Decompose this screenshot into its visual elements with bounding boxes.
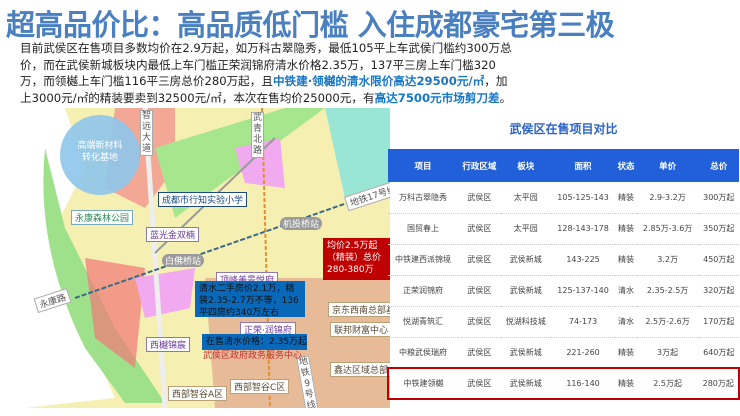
table-cell: 精装 [615, 244, 637, 276]
table-cell: 武侯区 [458, 182, 501, 214]
column-header: 状态 [615, 149, 637, 182]
table-cell: 武侯区 [458, 275, 501, 307]
column-header: 板块 [500, 149, 551, 182]
table-cell: 正荣润锦府 [388, 275, 459, 307]
highlight-text: 高达7500元市场剪刀差 [374, 90, 500, 105]
price-note-blue: 清水二手房价2.1万，精装2.35-2.7万不等，136平四房约340万左右 [195, 281, 305, 318]
table-cell: 3万起 [636, 337, 699, 369]
table-cell: 悦湖青筑汇 [388, 306, 459, 338]
table-row: 中粮武侯瑞府 武侯区 武侯新城 221-260 精装 3万起 640万起 [388, 337, 739, 369]
poi-label: 蓝光金双楠 [146, 227, 200, 242]
table-cell: 国贸春上 [388, 213, 459, 245]
table-row: 国贸春上 武侯区 太平园 128-143-178 精装 2.85万-3.6万 350万起 [388, 213, 739, 245]
text: 。 [499, 90, 512, 105]
intro-paragraph: 目前武侯区在售项目多数均价在2.9万起，如万科古翠隐秀，最低105平上车武侯门槛… [20, 40, 515, 106]
column-header: 行政区域 [458, 149, 501, 182]
circle-label: 高端新材料转化基地 [77, 141, 123, 163]
table-cell: 280万起 [698, 367, 740, 400]
table-cell: 清水 [615, 275, 637, 307]
poi-label: 西部智谷A区 [168, 386, 228, 401]
road-label: 智远大道 [140, 110, 153, 156]
area-map: 高端新材料转化基地 智远大道 武青北路 地铁17号线 永康路 地铁9号线 机投桥… [25, 108, 390, 408]
table-cell: 精装 [615, 182, 637, 214]
table-row: 正荣润锦府 武侯区 武侯新城 125-137-140 清水 2.35-2.5万 320万起 [388, 275, 739, 307]
table-row: 中铁建西派锦境 武侯区 武侯新城 143-225 精装 3.2万 450万起 [388, 244, 739, 276]
table-cell: 武侯区 [458, 337, 501, 369]
table-cell: 武侯新城 [500, 275, 551, 307]
gov-label: 武侯区政府政务服务中心 [203, 351, 303, 361]
station-label: 白佛桥站 [162, 254, 205, 267]
table-cell: 武侯新城 [500, 337, 551, 369]
table-cell: 中粮武侯瑞府 [388, 337, 459, 369]
table-row: 中铁建领樾 武侯区 武侯新城 116-140 精装 2.5万起 280万起 [386, 367, 740, 400]
table-cell: 中铁建领樾 [386, 367, 459, 400]
table-cell: 武侯区 [458, 244, 501, 276]
table-cell: 143-225 [550, 244, 616, 276]
column-header: 项目 [388, 149, 459, 182]
table-cell: 精装 [615, 367, 637, 400]
table-cell: 125-137-140 [550, 275, 616, 307]
road-label: 武青北路 [251, 112, 264, 158]
table-cell: 640万起 [698, 337, 739, 369]
text: 目前武侯区在售项目多数均价在2.9万起，如万科古翠隐秀，最低105平上车武侯门槛… [20, 41, 512, 88]
column-header: 单价 [636, 149, 699, 182]
project-comparison-table: 项目 行政区域 板块 面积 状态 单价 总价 万科古翠隐秀 武侯区 太平园 105-125-143… [386, 149, 740, 400]
table-cell: 武侯新城 [500, 367, 551, 400]
poi-label: 京东西南总部基地 [328, 302, 390, 317]
highlight-text: 中铁建·领樾的清水限价高达29500元/㎡ [272, 74, 485, 88]
table-cell: 2.35-2.5万 [636, 275, 699, 307]
table-cell: 74-173 [550, 306, 616, 338]
table-cell: 精装 [615, 337, 637, 369]
price-note-blue: 在售清水价格：2.35万起 [202, 334, 307, 350]
poi-label: 西部智谷C区 [230, 379, 290, 394]
table-row: 万科古翠隐秀 武侯区 太平园 105-125-143 精装 2.9-3.2万 300万起 [388, 182, 739, 214]
table-cell: 105-125-143 [550, 182, 616, 214]
table-cell: 2.85万-3.6万 [636, 213, 699, 245]
table-cell: 2.5万-2.6万 [636, 306, 699, 338]
table-cell: 2.9-3.2万 [636, 182, 699, 214]
poi-label: 永康森林公园 [71, 210, 134, 225]
table-cell: 太平园 [500, 182, 551, 214]
table-title: 武侯区在售项目对比 [509, 122, 618, 136]
table-cell: 武侯新城 [500, 244, 551, 276]
table-cell: 清水 [615, 306, 637, 338]
column-header: 面积 [550, 149, 616, 182]
table-cell: 128-143-178 [550, 213, 616, 245]
table-row: 悦湖青筑汇 武侯区 悦湖科技城 74-173 清水 2.5万-2.6万 170万起 [388, 306, 739, 338]
table-cell: 300万起 [698, 182, 739, 214]
table-cell: 450万起 [698, 244, 739, 276]
table-cell: 170万起 [698, 306, 739, 338]
column-header: 总价 [698, 149, 739, 182]
table-cell: 武侯区 [458, 306, 501, 338]
text: ，加上3000元/㎡的精装要卖到32500元/㎡，本次在售均价25000元，有 [20, 74, 508, 105]
table-cell: 116-140 [550, 367, 616, 400]
station-label: 机投桥站 [280, 217, 323, 230]
table-cell: 精装 [615, 213, 637, 245]
table-cell: 中铁建西派锦境 [388, 244, 459, 276]
page-title: 超高品价比：高品质低门槛 入住成都豪宅第三极 [6, 8, 615, 42]
poi-label: 西樾锦宸 [146, 337, 191, 352]
table-cell: 221-260 [550, 337, 616, 369]
table-cell: 3.2万 [636, 244, 699, 276]
table-cell: 350万起 [698, 213, 739, 245]
table-cell: 武侯区 [458, 367, 501, 400]
poi-label: 联邦财富中心 [330, 322, 390, 337]
table-cell: 万科古翠隐秀 [388, 182, 459, 214]
price-note-red: 均价2.5万起（精装）总价280-380万 [323, 238, 390, 280]
table-cell: 太平园 [500, 213, 551, 245]
poi-label: 成都市行知实验小学 [158, 192, 248, 207]
table-cell: 武侯区 [458, 213, 501, 245]
table-cell: 2.5万起 [636, 367, 699, 400]
table-cell: 320万起 [698, 275, 739, 307]
poi-label: 鑫达区域总部 [330, 362, 390, 377]
table-cell: 悦湖科技城 [500, 306, 551, 338]
